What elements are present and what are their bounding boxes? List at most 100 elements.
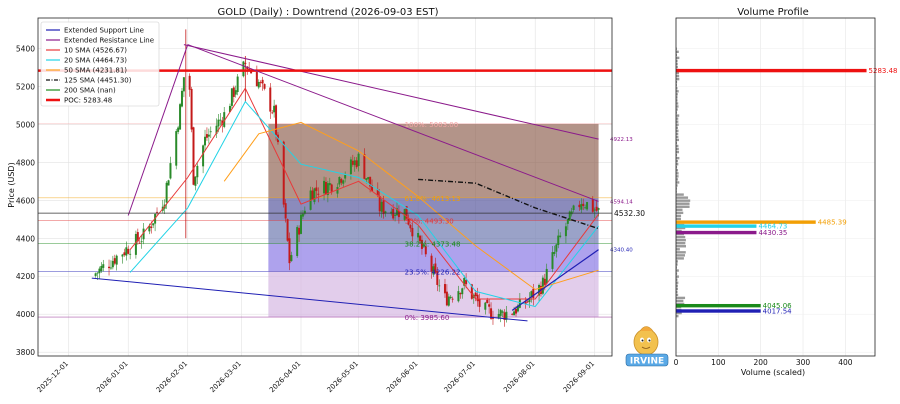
candle-body — [263, 84, 266, 89]
fib-zone — [268, 271, 599, 318]
candle-body — [111, 260, 114, 268]
candle-body — [134, 233, 137, 255]
candle-body — [150, 226, 153, 228]
candle-body — [367, 177, 370, 180]
candle-body — [303, 210, 306, 214]
candle-body — [572, 205, 575, 210]
volume-bin — [676, 74, 680, 78]
candle-body — [209, 131, 212, 133]
candle-body — [436, 271, 439, 285]
candle-body — [528, 298, 531, 303]
legend-label: 200 SMA (nan) — [64, 87, 116, 95]
candle-body — [177, 127, 180, 132]
y-tick-label: 4200 — [16, 272, 35, 281]
candle-body — [192, 127, 195, 185]
candle-body — [336, 186, 339, 194]
volume-bin — [676, 269, 679, 272]
candle-body — [407, 218, 410, 225]
candle-body — [430, 255, 433, 272]
volume-bin — [676, 217, 681, 221]
candle-body — [451, 298, 454, 300]
candle-body — [202, 145, 205, 167]
volume-bin — [676, 257, 684, 260]
volume-bin — [676, 290, 678, 294]
candle-body — [109, 267, 112, 269]
candle-body — [142, 228, 145, 240]
volume-bin — [676, 193, 684, 196]
candle-body — [564, 226, 567, 237]
volume-bin — [676, 208, 683, 211]
volume-bin — [676, 299, 684, 303]
volume-bin — [676, 205, 690, 208]
candle-body — [390, 211, 393, 214]
candle-body — [338, 177, 341, 185]
volume-bin — [676, 314, 679, 318]
volume-bin — [676, 114, 680, 117]
candle-body — [317, 193, 320, 195]
candle-body — [215, 125, 218, 134]
candle-body — [165, 182, 168, 203]
candle-body — [559, 235, 562, 237]
candle-body — [194, 176, 197, 186]
volume-bin — [676, 132, 679, 136]
volume-bin — [676, 150, 680, 154]
volume-bin — [676, 163, 679, 166]
candle-body — [228, 105, 231, 112]
candle-body — [217, 119, 220, 127]
candle-body — [518, 299, 521, 308]
series-line — [129, 100, 599, 308]
volume-bin — [676, 93, 678, 96]
volume-bin — [676, 123, 679, 126]
candle-body — [497, 313, 500, 319]
candle-body — [127, 248, 130, 254]
candle-body — [188, 75, 191, 90]
volume-tick-label: 400 — [838, 358, 853, 367]
volume-bin — [676, 126, 678, 129]
legend-label: 50 SMA (4231.81) — [64, 67, 127, 75]
volume-bin — [676, 147, 679, 151]
volume-bin — [676, 284, 678, 287]
volume-bin — [676, 196, 689, 199]
candle-body — [582, 203, 585, 206]
volume-highlight-label: 4485.39 — [818, 219, 847, 227]
candle-body — [275, 105, 278, 136]
candle-body — [369, 176, 372, 187]
candle-body — [100, 265, 103, 272]
legend-label: Extended Resistance Line — [64, 37, 154, 45]
candle-body — [125, 247, 128, 256]
candle-body — [179, 104, 182, 130]
support-line-rise — [511, 249, 599, 311]
candle-body — [196, 165, 199, 178]
candle-body — [593, 209, 596, 211]
volume-bin — [676, 156, 680, 160]
y-tick-label: 4400 — [16, 234, 35, 243]
candle-body — [422, 245, 425, 247]
main-ylabel: Price (USD) — [7, 162, 16, 207]
candle-body — [121, 254, 124, 257]
volume-highlight-bar — [676, 220, 816, 224]
candle-body — [315, 187, 318, 191]
irvine-mascot-logo: IRVINE — [625, 326, 669, 367]
candle-body — [419, 235, 422, 242]
candle-body — [230, 88, 233, 106]
volume-bin — [676, 144, 679, 148]
volume-highlight-label: 4017.54 — [763, 307, 792, 315]
volume-bin — [676, 172, 679, 175]
candle-body — [311, 190, 314, 200]
candle-body — [221, 120, 224, 125]
candle-body — [190, 88, 193, 130]
volume-highlight-bar — [676, 230, 757, 235]
candle-body — [180, 90, 183, 107]
volume-bin — [676, 178, 679, 181]
volume-bin — [676, 77, 680, 81]
volume-bin — [676, 184, 678, 187]
volume-bin — [676, 199, 691, 202]
candle-body — [545, 268, 548, 284]
candle-body — [499, 309, 502, 316]
candle-body — [282, 141, 285, 205]
volume-highlight-label: 4430.35 — [758, 229, 787, 237]
candle-body — [371, 185, 374, 192]
volume-highlight-bar — [676, 224, 757, 228]
